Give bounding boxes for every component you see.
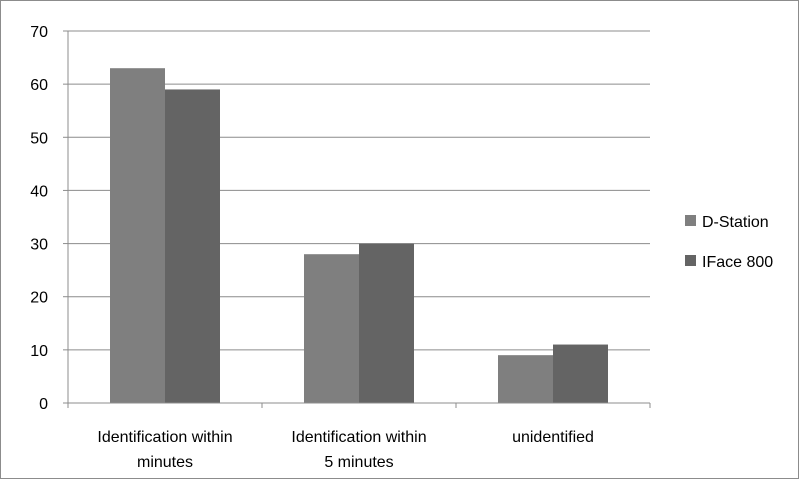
x-category-label-line: 5 minutes (324, 454, 393, 471)
y-tick-label: 60 (30, 77, 48, 94)
y-tick-label: 0 (39, 396, 48, 413)
y-tick-label: 70 (30, 24, 48, 41)
legend-label: IFace 800 (702, 254, 773, 271)
x-category-label-line: Identification within (97, 429, 232, 446)
bar-iface-800 (165, 89, 220, 403)
bar-d-station (304, 254, 359, 403)
x-category-label-line: minutes (137, 454, 193, 471)
y-tick-label: 10 (30, 343, 48, 360)
y-axis: 0 10 20 30 40 50 60 70 (30, 24, 69, 413)
y-tick-label: 30 (30, 237, 48, 254)
legend-label: D-Station (702, 214, 769, 231)
bars (110, 68, 608, 403)
x-category-label-line: Identification within (291, 429, 426, 446)
bar-d-station (498, 355, 553, 403)
x-axis: Identification within minutesIdentificati… (67, 402, 651, 471)
legend-swatch (685, 215, 696, 226)
x-category-label: unidentified (512, 429, 594, 446)
bar-d-station (110, 68, 165, 403)
bar-iface-800 (553, 344, 608, 403)
legend-swatch (685, 255, 696, 266)
x-category-label: Identification within 5 minutes (291, 429, 426, 471)
y-tick-label: 40 (30, 183, 48, 200)
x-category-label-line: unidentified (512, 429, 594, 446)
y-tick-label: 50 (30, 130, 48, 147)
bar-iface-800 (359, 243, 414, 403)
x-category-label: Identification within minutes (97, 429, 232, 471)
y-tick-label: 20 (30, 290, 48, 307)
legend: D-Station IFace 800 (685, 214, 773, 271)
